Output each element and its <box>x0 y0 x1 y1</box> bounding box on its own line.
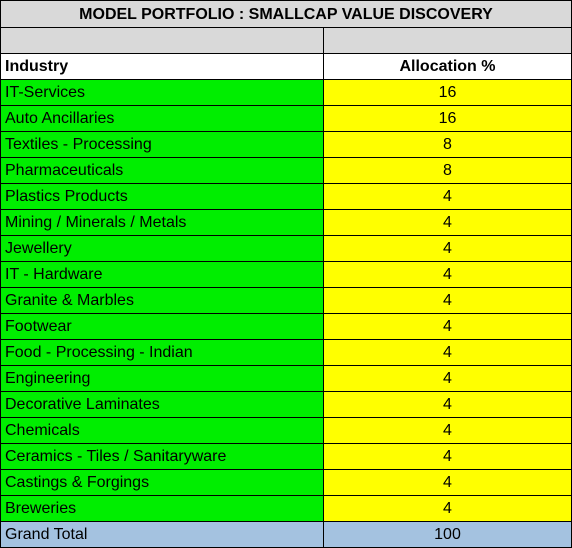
allocation-cell: 4 <box>323 391 572 418</box>
data-rows: IT-Services 16 Auto Ancillaries 16 Textiles … <box>0 79 572 522</box>
allocation-cell: 8 <box>323 131 572 158</box>
header-row: Industry Allocation % <box>0 53 572 80</box>
blank-cell-allocation <box>323 27 572 54</box>
allocation-cell: 4 <box>323 495 572 522</box>
table-row: IT-Services 16 <box>0 79 572 106</box>
table-row: Footwear 4 <box>0 313 572 340</box>
industry-cell: Engineering <box>0 365 324 392</box>
table-row: Plastics Products 4 <box>0 183 572 210</box>
table-row: Textiles - Processing 8 <box>0 131 572 158</box>
industry-cell: Pharmaceuticals <box>0 157 324 184</box>
table-row: Chemicals 4 <box>0 417 572 444</box>
allocation-cell: 4 <box>323 209 572 236</box>
allocation-cell: 16 <box>323 105 572 132</box>
blank-cell-industry <box>0 27 324 54</box>
allocation-cell: 4 <box>323 313 572 340</box>
allocation-cell: 4 <box>323 339 572 366</box>
allocation-cell: 4 <box>323 287 572 314</box>
industry-cell: Auto Ancillaries <box>0 105 324 132</box>
industry-cell: Decorative Laminates <box>0 391 324 418</box>
industry-cell: Breweries <box>0 495 324 522</box>
table-row: Mining / Minerals / Metals 4 <box>0 209 572 236</box>
industry-cell: Food - Processing - Indian <box>0 339 324 366</box>
table-row: Ceramics - Tiles / Sanitaryware 4 <box>0 443 572 470</box>
industry-cell: Ceramics - Tiles / Sanitaryware <box>0 443 324 470</box>
title-row: MODEL PORTFOLIO : SMALLCAP VALUE DISCOVE… <box>0 0 572 28</box>
allocation-cell: 4 <box>323 235 572 262</box>
allocation-cell: 4 <box>323 261 572 288</box>
table-row: Jewellery 4 <box>0 235 572 262</box>
table-body: MODEL PORTFOLIO : SMALLCAP VALUE DISCOVE… <box>0 0 572 80</box>
industry-cell: Castings & Forgings <box>0 469 324 496</box>
grand-total-row: Grand Total 100 <box>0 521 572 548</box>
table-row: Food - Processing - Indian 4 <box>0 339 572 366</box>
table-row: Auto Ancillaries 16 <box>0 105 572 132</box>
industry-cell: IT-Services <box>0 79 324 106</box>
table-row: Breweries 4 <box>0 495 572 522</box>
table-row: Castings & Forgings 4 <box>0 469 572 496</box>
allocation-cell: 8 <box>323 157 572 184</box>
total-section: Grand Total 100 <box>0 521 572 548</box>
blank-row <box>0 27 572 54</box>
industry-cell: Plastics Products <box>0 183 324 210</box>
industry-cell: Textiles - Processing <box>0 131 324 158</box>
grand-total-value: 100 <box>323 521 572 548</box>
table-row: Granite & Marbles 4 <box>0 287 572 314</box>
industry-cell: Chemicals <box>0 417 324 444</box>
industry-cell: IT - Hardware <box>0 261 324 288</box>
allocation-cell: 4 <box>323 183 572 210</box>
table-row: Decorative Laminates 4 <box>0 391 572 418</box>
table-title: MODEL PORTFOLIO : SMALLCAP VALUE DISCOVE… <box>0 0 572 28</box>
industry-column-header: Industry <box>0 53 324 80</box>
allocation-column-header: Allocation % <box>323 53 572 80</box>
industry-cell: Footwear <box>0 313 324 340</box>
allocation-cell: 4 <box>323 469 572 496</box>
industry-cell: Mining / Minerals / Metals <box>0 209 324 236</box>
table-row: Pharmaceuticals 8 <box>0 157 572 184</box>
allocation-cell: 4 <box>323 417 572 444</box>
allocation-cell: 4 <box>323 443 572 470</box>
table-row: Engineering 4 <box>0 365 572 392</box>
allocation-cell: 16 <box>323 79 572 106</box>
table-row: IT - Hardware 4 <box>0 261 572 288</box>
industry-cell: Jewellery <box>0 235 324 262</box>
grand-total-label: Grand Total <box>0 521 324 548</box>
allocation-cell: 4 <box>323 365 572 392</box>
industry-cell: Granite & Marbles <box>0 287 324 314</box>
